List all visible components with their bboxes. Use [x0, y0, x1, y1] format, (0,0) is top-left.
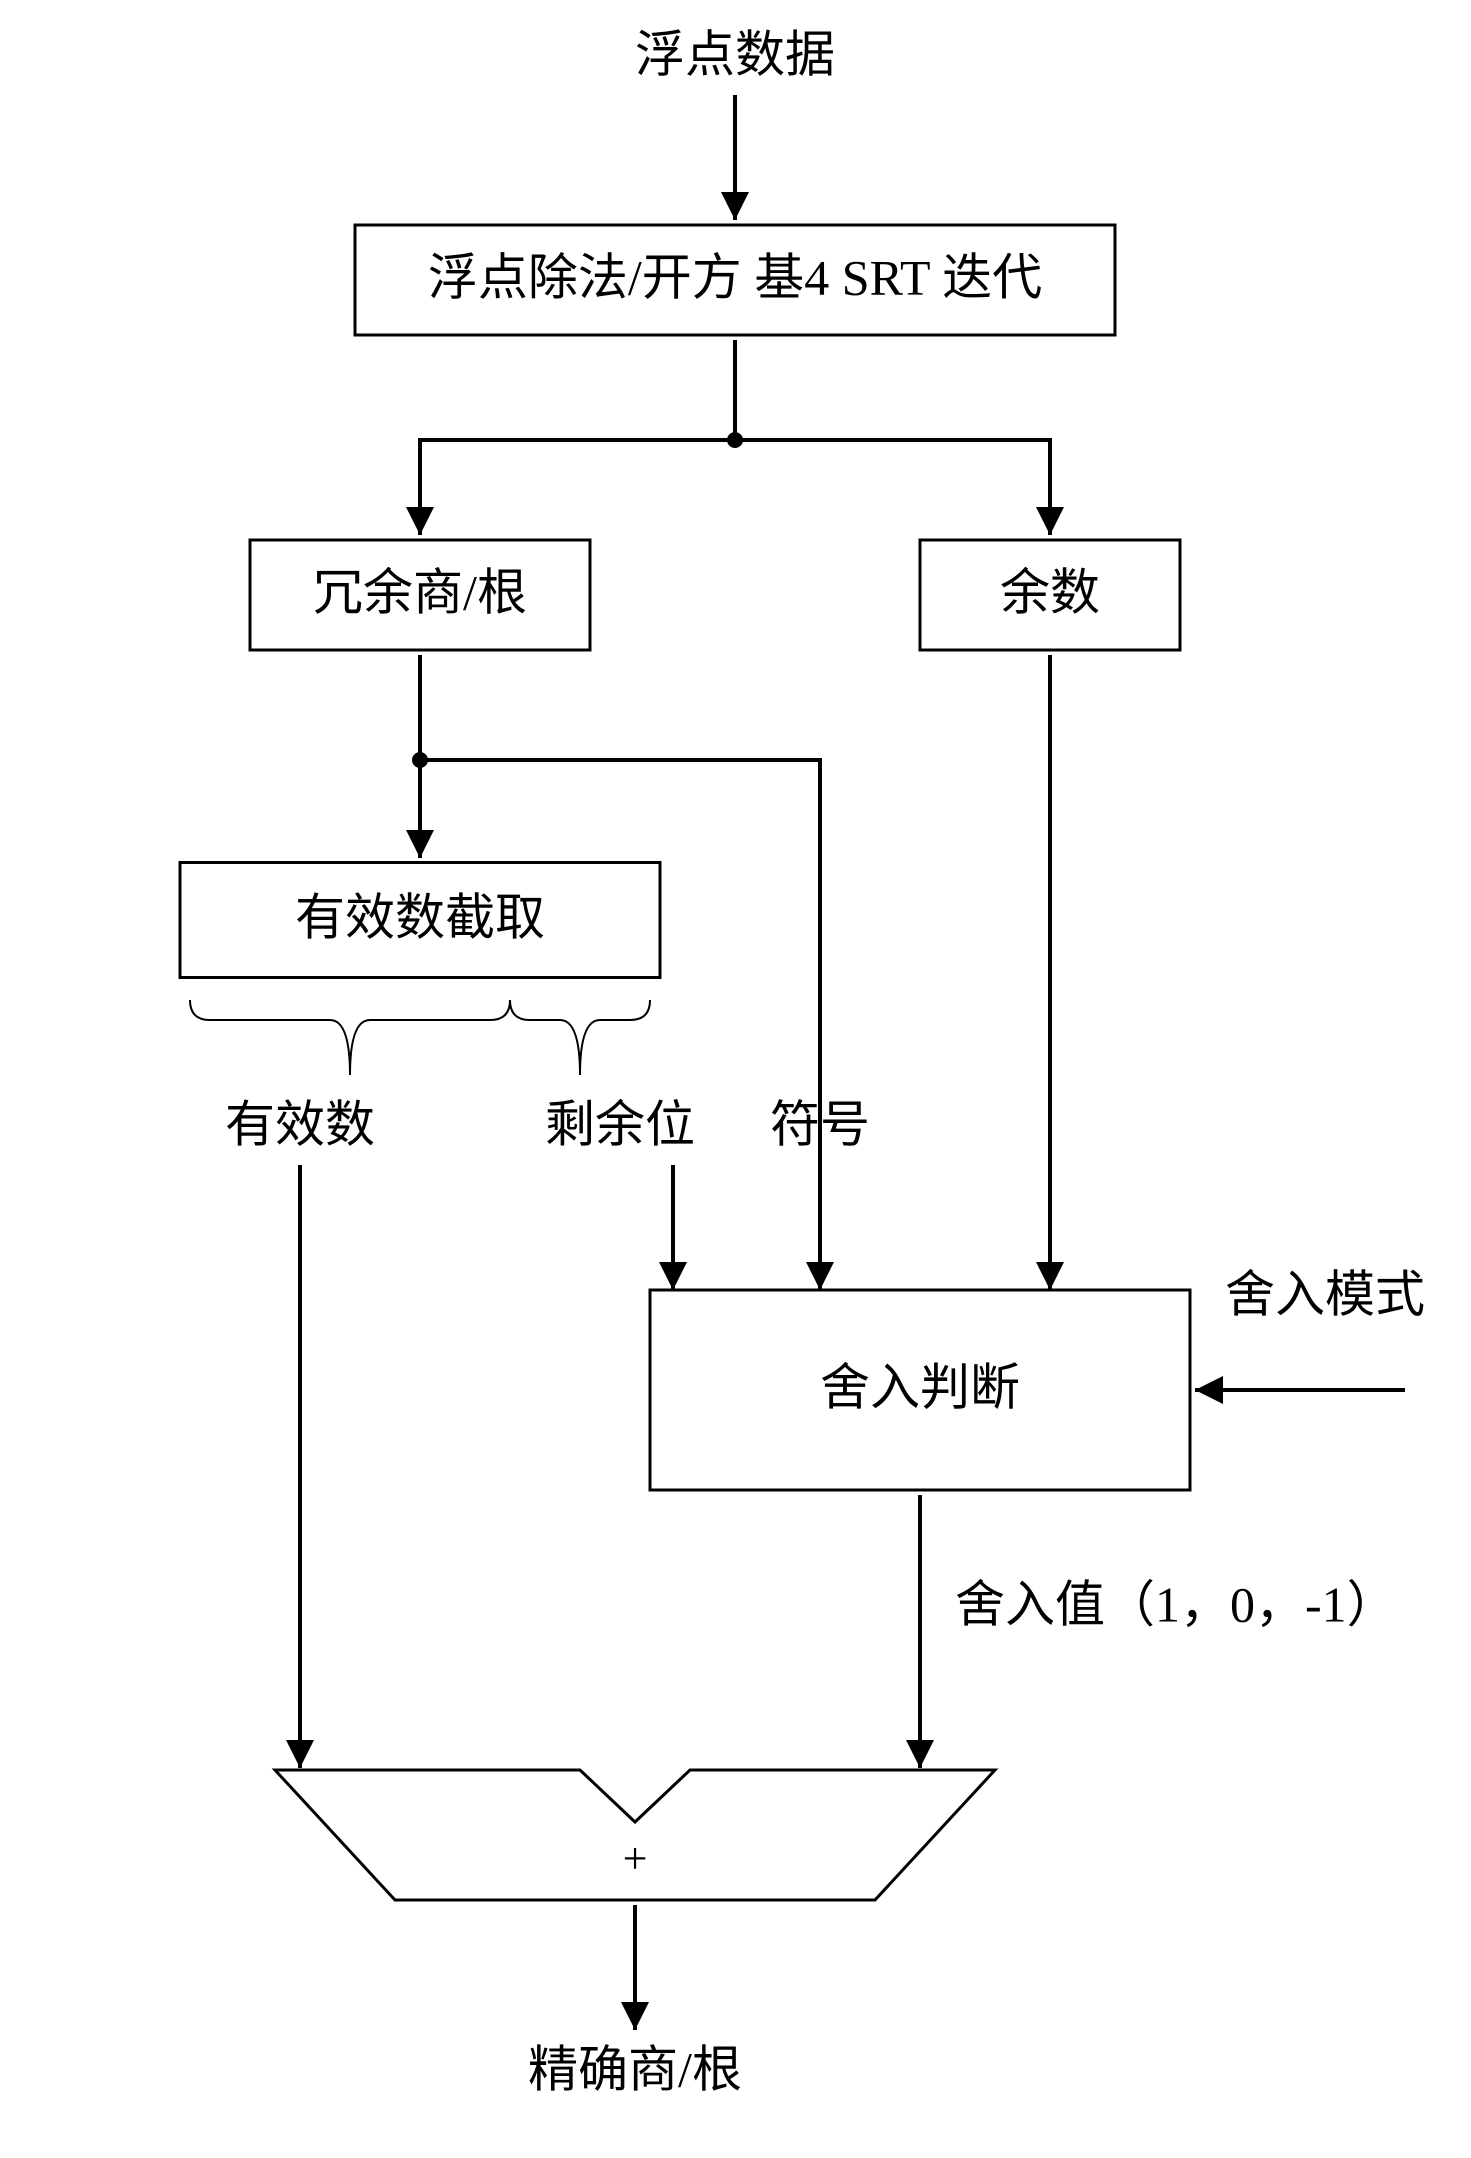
arrowhead: [721, 192, 749, 220]
brace-segment: [510, 1000, 650, 1075]
arrowhead: [1036, 507, 1064, 535]
arrowhead: [806, 1262, 834, 1290]
trunc-label: 有效数截取: [295, 889, 545, 945]
adder-label: +: [623, 1834, 648, 1883]
flowchart-canvas: 浮点数据浮点除法/开方 基4 SRT 迭代冗余商/根 余数有效数截取舍入判断 + 有效…: [0, 0, 1471, 2158]
edge-branch-remain: [735, 440, 1050, 535]
arrowhead: [659, 1262, 687, 1290]
brace-segment: [190, 1000, 510, 1075]
output-label: 精确商/根: [528, 2041, 742, 2097]
remain-label: 余数: [1000, 564, 1100, 620]
arrowhead: [406, 507, 434, 535]
input-label: 浮点数据: [635, 26, 835, 82]
arrowhead: [286, 1740, 314, 1768]
round-label: 舍入判断: [820, 1359, 1020, 1415]
srt-label: 浮点除法/开方 基4 SRT 迭代: [428, 249, 1042, 305]
rem_lbl-label: 剩余位: [545, 1096, 695, 1152]
sig_lbl-label: 有效数: [225, 1096, 375, 1152]
arrowhead: [621, 2002, 649, 2030]
edge-branch-redund: [420, 440, 735, 535]
arrowhead: [1195, 1376, 1223, 1404]
rnd_lbl-label: 舍入值（1，0，-1）: [955, 1576, 1397, 1632]
redund-label: 冗余商/根: [313, 564, 527, 620]
edge-redund_sign-round: [420, 760, 820, 1290]
arrowhead: [406, 830, 434, 858]
arrowhead: [906, 1740, 934, 1768]
arrowhead: [1036, 1262, 1064, 1290]
mode_lbl-label: 舍入模式: [1225, 1266, 1425, 1322]
